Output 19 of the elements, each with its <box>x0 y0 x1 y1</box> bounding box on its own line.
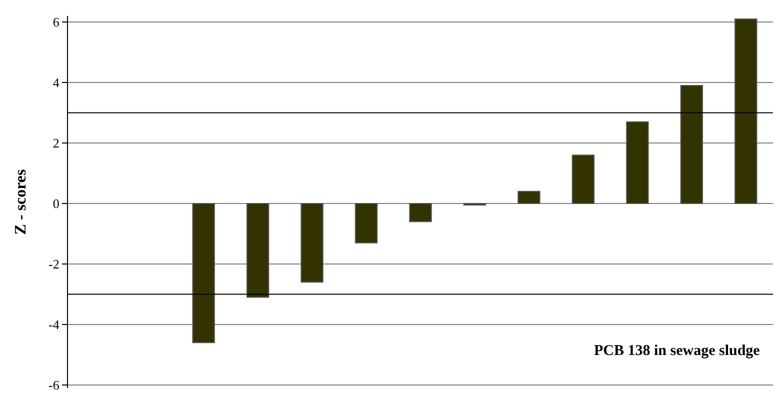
bar <box>246 203 270 298</box>
bar <box>680 85 703 204</box>
bar <box>300 203 324 283</box>
bar <box>572 154 595 204</box>
y-tick-label: -6 <box>48 378 60 393</box>
y-tick-label: 0 <box>52 196 60 212</box>
y-tick-label: 6 <box>52 14 60 30</box>
y-tick-label: -4 <box>48 317 60 332</box>
bar <box>734 18 758 204</box>
bar <box>409 203 432 222</box>
y-tick-label: 4 <box>52 75 60 90</box>
bar <box>518 190 540 204</box>
bar <box>192 203 215 344</box>
annotation: PCB 138 in sewage sludge <box>594 343 760 359</box>
y-tick-label: -2 <box>48 256 60 272</box>
bar <box>354 203 378 244</box>
y-axis-title: Z - scores <box>12 169 30 235</box>
y-tick-label: 2 <box>52 136 60 151</box>
bar <box>626 121 649 204</box>
